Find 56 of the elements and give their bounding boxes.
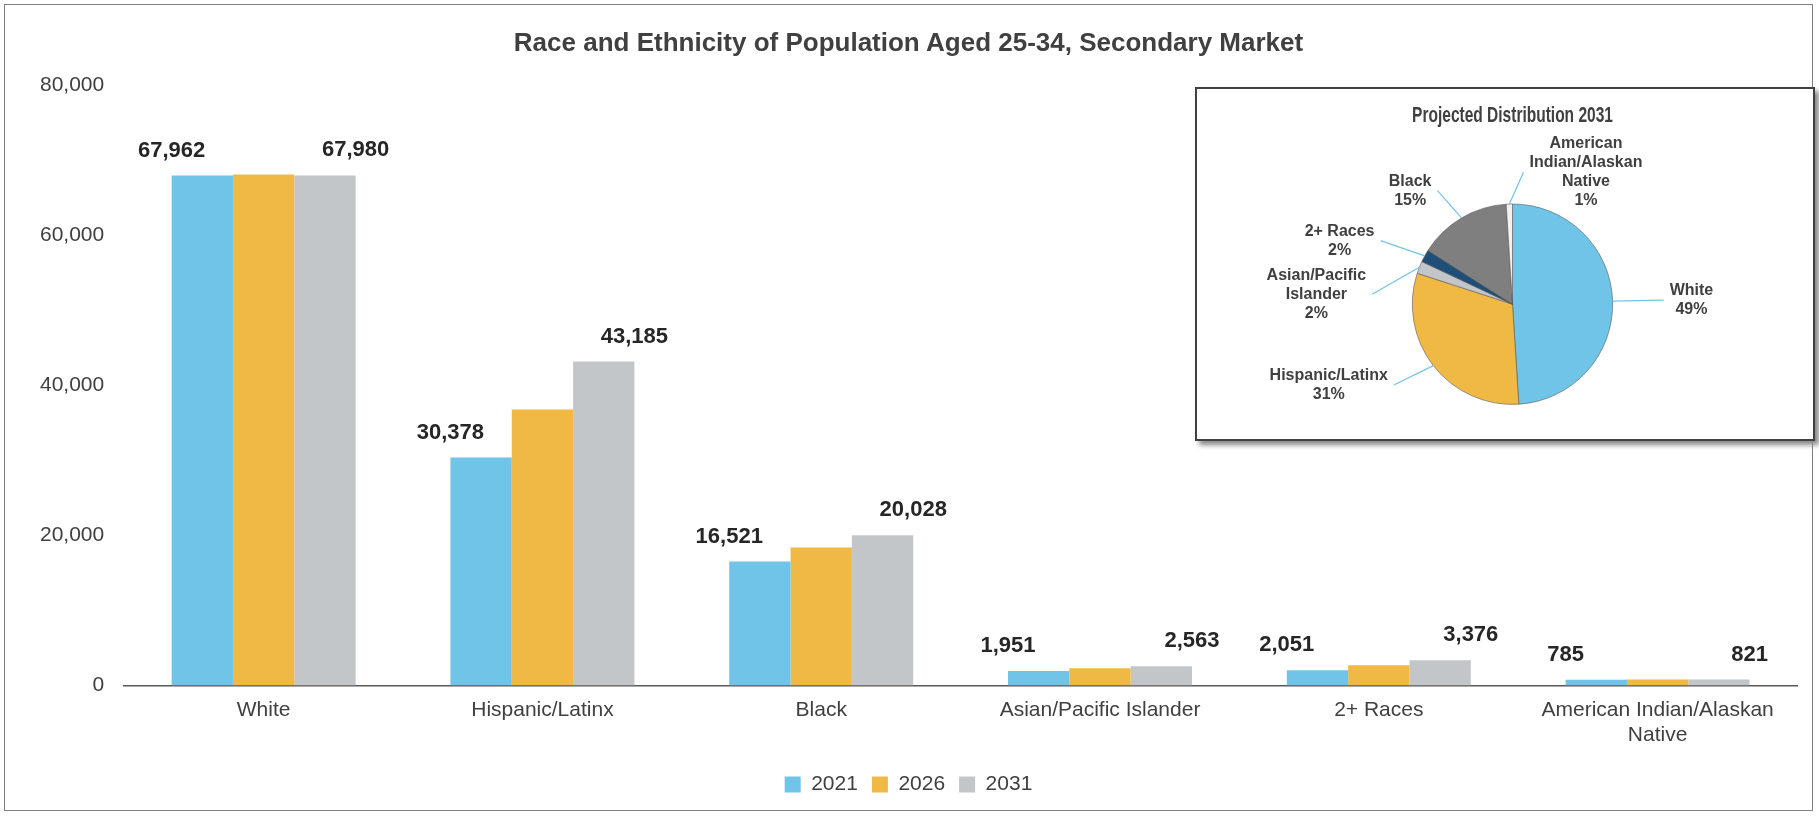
data-label: 2,563	[1164, 627, 1220, 653]
bar	[171, 175, 233, 686]
bar	[851, 535, 914, 686]
chart-title: Projected Distribution 2031	[1412, 102, 1614, 127]
data-label: 1%	[1574, 191, 1598, 209]
bar	[1286, 670, 1349, 686]
data-label: 785	[1547, 640, 1584, 666]
data-label: 67,962	[137, 136, 206, 162]
y-tick-label: 80,000	[40, 72, 105, 95]
y-tick-label: 20,000	[40, 522, 105, 546]
bar	[729, 561, 791, 686]
bar	[294, 175, 356, 686]
y-tick-label: 60,000	[40, 222, 105, 246]
data-label: 31%	[1312, 384, 1345, 402]
data-label: 3,376	[1443, 621, 1499, 647]
bar	[790, 547, 852, 686]
slice-label: Asian/Pacific Islander	[1266, 265, 1367, 302]
x-tick-label: Asian/Pacific Islander	[999, 697, 1201, 720]
slice-label: 2+ Races	[1304, 221, 1375, 239]
data-label: 16,521	[695, 522, 763, 548]
data-label: 15%	[1394, 190, 1427, 208]
x-tick-label: White	[236, 697, 291, 720]
data-label: 1,951	[980, 632, 1036, 658]
slice-label: Hispanic/Latinx	[1269, 365, 1388, 383]
data-label: 30,378	[416, 418, 485, 444]
bar	[511, 409, 574, 686]
data-label: 821	[1731, 640, 1768, 666]
bar	[232, 174, 295, 686]
x-tick-label: American Indian/Alaskan Native	[1541, 697, 1774, 746]
slice-label: American Indian/Alaskan Native	[1529, 134, 1643, 190]
data-label: 2%	[1328, 240, 1352, 258]
x-tick-label: Black	[795, 697, 848, 720]
bar	[1008, 670, 1070, 686]
legend-label: 2031	[985, 771, 1033, 795]
data-label: 49%	[1675, 299, 1708, 317]
data-label: 20,028	[879, 496, 947, 522]
data-label: 2%	[1304, 303, 1328, 321]
slice-label: White	[1669, 280, 1714, 298]
bar	[1130, 666, 1193, 686]
chart-title: Race and Ethnicity of Population Aged 25-34, Secondary Market	[513, 26, 1304, 57]
x-tick-label: Hispanic/Latinx	[471, 697, 615, 720]
bar	[573, 361, 635, 686]
legend-label: 2026	[898, 771, 946, 795]
data-label: 67,980	[321, 136, 390, 162]
y-tick-label: 40,000	[40, 372, 105, 396]
bar	[1348, 665, 1410, 686]
data-label: 43,185	[600, 322, 669, 348]
legend-label: 2021	[811, 771, 858, 795]
bar	[450, 457, 512, 686]
bar	[1069, 668, 1131, 686]
slice-label: Black	[1388, 171, 1432, 189]
data-label: 2,051	[1259, 631, 1315, 657]
y-tick-label: 0	[92, 672, 105, 696]
bar	[1409, 660, 1471, 686]
x-tick-label: 2+ Races	[1334, 697, 1424, 720]
bar	[1688, 679, 1750, 686]
